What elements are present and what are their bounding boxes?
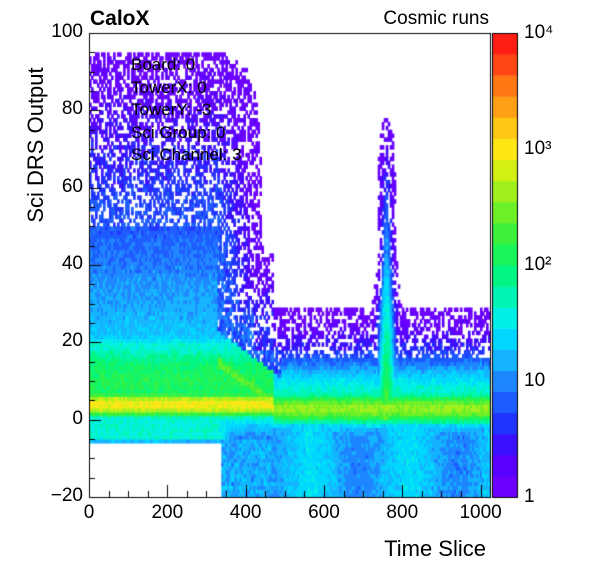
info-sci-channel: Sci Channel: 3 <box>131 145 242 164</box>
x-tick-label: 1000 <box>459 502 502 523</box>
y-tick-label: −20 <box>50 485 83 506</box>
info-box: Board: 0 TowerX: 0 TowerY: -3 Sci Group:… <box>131 54 242 167</box>
y-tick-label: 60 <box>61 175 83 197</box>
x-tick-label: 400 <box>229 502 262 523</box>
y-tick-label: 80 <box>61 98 83 120</box>
colorbar-tick-label: 10⁴ <box>524 22 554 43</box>
y-axis-label: Sci DRS Output <box>23 67 48 223</box>
info-tower-y: TowerY: -3 <box>131 100 212 119</box>
x-tick-label: 600 <box>308 502 340 523</box>
colorbar-tick-label: 10² <box>524 254 552 275</box>
x-axis-label: Time Slice <box>384 536 486 561</box>
x-tick-label: 800 <box>386 502 419 523</box>
info-tower-x: TowerX: 0 <box>131 77 207 97</box>
brand-label: CaloX <box>90 7 150 30</box>
y-tick-label: 0 <box>72 407 83 429</box>
info-board: Board: 0 <box>131 55 196 74</box>
x-tick-label: 0 <box>83 502 95 523</box>
y-tick-label: 100 <box>51 21 83 42</box>
colorbar-tick-label: 10³ <box>524 138 552 159</box>
colorbar-tick-label: 1 <box>524 486 535 507</box>
chart-subtitle: Cosmic runs <box>383 8 489 29</box>
y-tick-label: 20 <box>61 330 83 352</box>
x-tick-label: 200 <box>151 502 184 523</box>
info-sci-group: Sci Group: 0 <box>131 122 226 142</box>
y-tick-label: 40 <box>61 253 83 274</box>
colorbar-tick-label: 10 <box>524 370 546 391</box>
